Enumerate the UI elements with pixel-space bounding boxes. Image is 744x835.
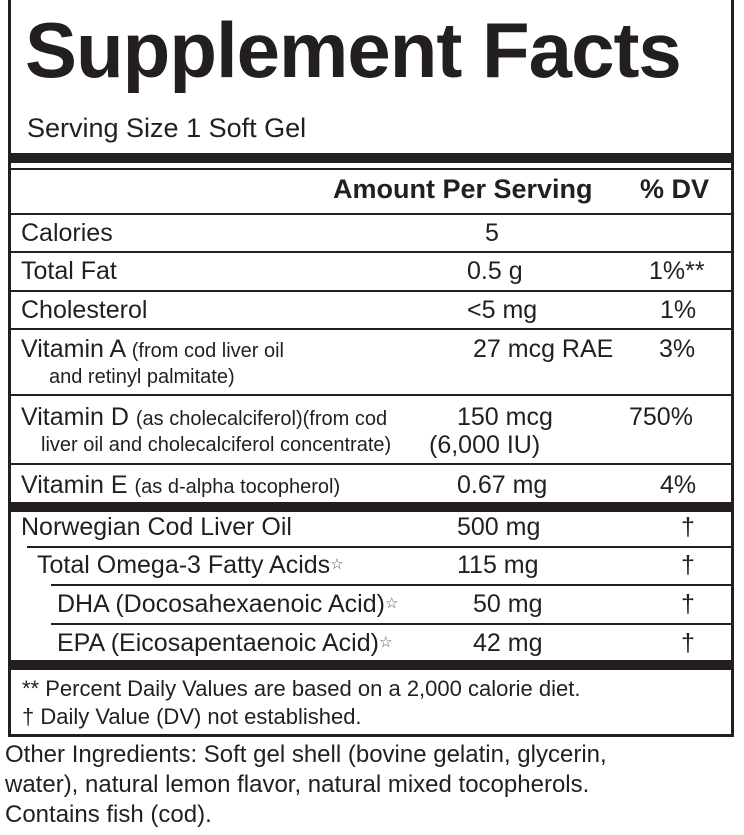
- row-name: Vitamin A (from cod liver oil: [21, 335, 284, 363]
- row-name: Total Fat: [21, 257, 117, 285]
- row-name: Vitamin E (as d-alpha tocopherol): [21, 471, 341, 499]
- oil-row-name: Norwegian Cod Liver Oil: [21, 513, 292, 541]
- oil-row-name: EPA (Eicosapentaenoic Acid)☆: [57, 629, 393, 657]
- row-dv: 3%: [659, 335, 696, 363]
- row-name: Vitamin D (as cholecalciferol)(from cod: [21, 403, 388, 431]
- divider-thick: [11, 153, 731, 163]
- other-ingredients-line3: Contains fish (cod).: [5, 801, 212, 828]
- supplement-facts-panel: Supplement Facts Serving Size 1 Soft Gel…: [8, 0, 734, 737]
- oil-row-dv: †: [681, 590, 695, 618]
- oil-row-dv: †: [681, 629, 695, 657]
- oil-row-amount: 500 mg: [457, 513, 541, 541]
- divider: [11, 290, 731, 292]
- row-dv: 4%: [660, 471, 697, 499]
- row-dv: 1%: [660, 296, 697, 324]
- divider: [11, 251, 731, 253]
- divider: [27, 546, 731, 548]
- star-icon: ☆: [330, 556, 344, 573]
- star-icon: ☆: [384, 595, 399, 612]
- other-ingredients-line2: water), natural lemon flavor, natural mi…: [5, 771, 590, 798]
- oil-row-name: DHA (Docosahexaenoic Acid)☆: [57, 590, 399, 618]
- row-dv: 750%: [629, 403, 693, 431]
- divider-thick: [11, 660, 731, 670]
- row-note: (as d-alpha tocopherol): [134, 476, 341, 498]
- row-note: (as cholecalciferol)(from cod: [135, 408, 388, 430]
- header-amount: Amount Per Serving: [333, 174, 593, 204]
- footnote-dagger: † Daily Value (DV) not established.: [22, 704, 362, 729]
- footnote-percent-dv: ** Percent Daily Values are based on a 2…: [22, 676, 581, 701]
- other-ingredients-line1: Other Ingredients: Soft gel shell (bovin…: [5, 741, 607, 768]
- panel-title: Supplement Facts: [25, 6, 682, 94]
- divider: [11, 328, 731, 330]
- row-name: Calories: [21, 219, 113, 247]
- row-amount: <5 mg: [467, 296, 538, 324]
- header-dv: % DV: [640, 174, 710, 204]
- oil-row-amount: 115 mg: [457, 551, 539, 579]
- oil-row-dv: †: [681, 513, 695, 541]
- divider: [11, 213, 731, 215]
- oil-row-amount: 50 mg: [473, 590, 543, 618]
- row-amount-line2: (6,000 IU): [429, 431, 541, 459]
- row-note-line2: liver oil and cholecalciferol concentrat…: [41, 434, 392, 456]
- divider: [11, 394, 731, 396]
- row-amount: 27 mcg RAE: [473, 335, 614, 363]
- divider: [51, 584, 731, 586]
- oil-row-amount: 42 mg: [473, 629, 543, 657]
- row-dv: 1%**: [649, 257, 705, 285]
- oil-row-name: Total Omega-3 Fatty Acids☆: [37, 551, 344, 579]
- serving-size: Serving Size 1 Soft Gel: [27, 113, 307, 143]
- divider: [51, 623, 731, 625]
- row-note: (from cod liver oil: [131, 340, 284, 362]
- row-amount: 0.5 g: [467, 257, 523, 285]
- row-amount: 5: [485, 219, 499, 247]
- oil-row-dv: †: [681, 551, 695, 579]
- divider-thick: [11, 502, 731, 512]
- divider: [11, 168, 731, 170]
- row-amount: 150 mcg: [457, 403, 553, 431]
- divider: [11, 463, 731, 465]
- row-note-line2: and retinyl palmitate): [49, 366, 235, 388]
- row-amount: 0.67 mg: [457, 471, 548, 499]
- star-icon: ☆: [378, 634, 393, 651]
- row-name: Cholesterol: [21, 296, 148, 324]
